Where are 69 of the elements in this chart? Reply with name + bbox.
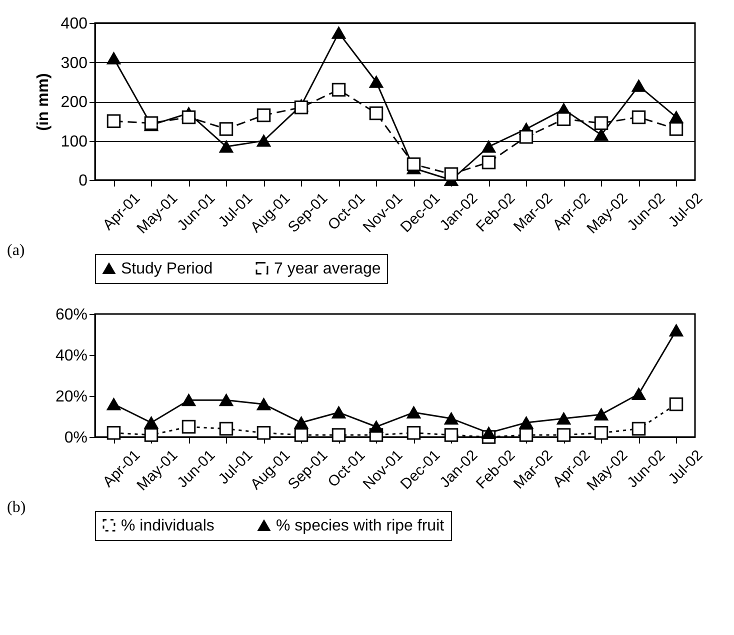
point xyxy=(369,76,384,88)
point xyxy=(294,428,308,442)
y-tick-label: 300 xyxy=(60,54,88,72)
legend-label: % species with ripe fruit xyxy=(276,518,445,534)
point xyxy=(444,412,458,425)
point xyxy=(482,426,496,439)
point xyxy=(106,426,121,440)
point xyxy=(294,100,308,114)
point xyxy=(444,428,458,442)
point xyxy=(219,394,234,406)
point xyxy=(519,130,534,144)
point xyxy=(632,388,646,400)
y-tick-label: 60% xyxy=(55,306,88,324)
point xyxy=(144,428,158,442)
point xyxy=(444,167,458,181)
y-tick-label: 40% xyxy=(55,348,88,364)
point xyxy=(594,128,608,141)
text: (b) xyxy=(7,499,26,516)
y-tick-label: 0 xyxy=(78,172,88,190)
point xyxy=(182,394,196,406)
point xyxy=(106,398,121,410)
legend-label: Study Period xyxy=(121,260,213,278)
point xyxy=(594,116,608,130)
point xyxy=(219,422,234,436)
legend-label: % individuals xyxy=(121,517,214,534)
point xyxy=(594,426,608,440)
y-tick-label: 400 xyxy=(60,16,88,32)
point xyxy=(294,416,308,429)
point xyxy=(332,428,346,442)
point xyxy=(519,416,534,429)
point xyxy=(182,420,196,434)
point xyxy=(182,110,196,124)
y-tick-label: 0% xyxy=(64,430,88,446)
point xyxy=(669,397,684,412)
point xyxy=(594,408,608,421)
point xyxy=(482,140,496,153)
point xyxy=(106,52,121,64)
y-tick-label: 100 xyxy=(60,133,88,150)
y-tick-label: 200 xyxy=(60,94,88,111)
point xyxy=(256,134,271,147)
point xyxy=(632,110,646,124)
point xyxy=(556,412,571,425)
point xyxy=(369,420,384,433)
point xyxy=(369,106,384,120)
point xyxy=(669,122,684,136)
point xyxy=(106,114,121,128)
point xyxy=(219,122,234,136)
point xyxy=(556,428,571,442)
legend-label: 7 year average xyxy=(274,260,381,278)
point xyxy=(669,324,684,336)
text: (a) xyxy=(7,242,25,259)
point xyxy=(556,112,571,126)
point xyxy=(256,108,271,122)
point xyxy=(519,428,534,442)
point xyxy=(632,80,646,92)
point xyxy=(256,426,271,440)
point xyxy=(256,398,271,410)
point xyxy=(482,155,496,170)
y-axis-title: (in mm) xyxy=(34,73,52,131)
point xyxy=(332,406,346,418)
point xyxy=(332,82,346,97)
point xyxy=(632,422,646,436)
point xyxy=(406,426,421,440)
point xyxy=(219,140,234,153)
point xyxy=(332,26,346,39)
y-tick-label: 20% xyxy=(55,388,88,406)
point xyxy=(144,416,158,429)
point xyxy=(406,406,421,418)
point xyxy=(406,157,421,172)
